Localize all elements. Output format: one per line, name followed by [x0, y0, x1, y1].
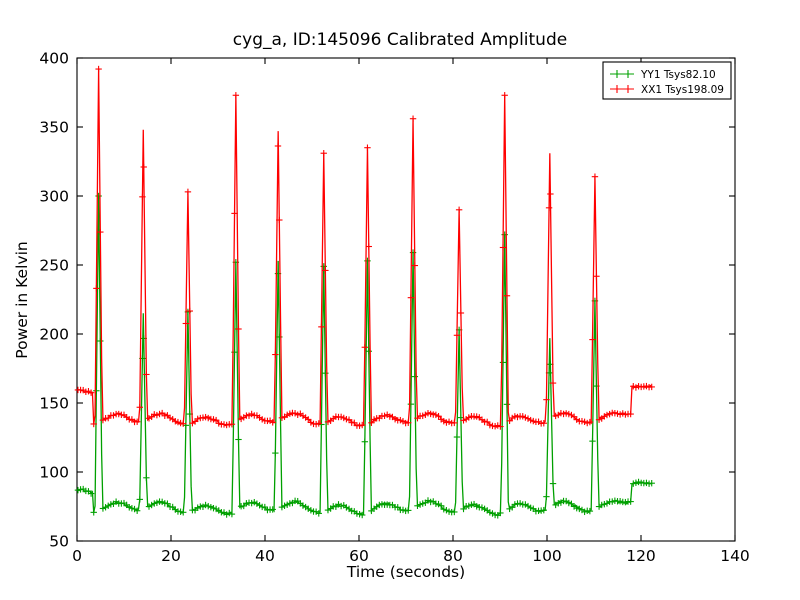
- legend: YY1 Tsys82.10 XX1 Tsys198.09: [602, 61, 732, 100]
- y-tick-label: 300: [39, 188, 69, 206]
- y-axis-label: Power in Kelvin: [13, 241, 31, 358]
- x-tick-label: 20: [161, 547, 181, 565]
- legend-label-yy1: YY1 Tsys82.10: [640, 69, 716, 81]
- x-tick-label: 60: [349, 547, 369, 565]
- x-tick-label: 40: [255, 547, 275, 565]
- x-tick-label: 100: [532, 547, 562, 565]
- plot-frame: [76, 57, 736, 542]
- y-tick-label: 150: [39, 395, 69, 413]
- x-axis-ticks: 0 20 40 60 80 100 120 140: [72, 58, 750, 565]
- y-tick-label: 50: [49, 533, 69, 551]
- axes-group: [76, 57, 736, 542]
- y-tick-label: 350: [39, 119, 69, 137]
- x-tick-label: 80: [443, 547, 463, 565]
- series-markers: [74, 192, 655, 519]
- y-tick-label: 400: [39, 50, 69, 68]
- y-tick-label: 200: [39, 326, 69, 344]
- series-yy1: [74, 192, 655, 519]
- x-tick-label: 120: [626, 547, 656, 565]
- chart-title-group: cyg_a, ID:145096 Calibrated Amplitude: [233, 30, 567, 50]
- legend-frame: [602, 61, 732, 100]
- x-tick-label: 140: [720, 547, 750, 565]
- series-markers: [74, 65, 655, 430]
- y-tick-label: 100: [39, 464, 69, 482]
- series-xx1: [74, 65, 655, 430]
- legend-entry-1: XX1 Tsys198.09: [610, 84, 724, 96]
- legend-label-xx1: XX1 Tsys198.09: [641, 84, 724, 96]
- x-tick-label: 0: [72, 547, 82, 565]
- legend-entry-0: YY1 Tsys82.10: [610, 69, 716, 81]
- data-series-group: [74, 65, 655, 519]
- y-tick-label: 250: [39, 257, 69, 275]
- page-title: cyg_a, ID:145096 Calibrated Amplitude: [233, 30, 567, 50]
- y-axis-ticks: 50 100 150 200 250 300 350 400: [39, 50, 735, 551]
- x-axis-label: Time (seconds): [346, 563, 465, 581]
